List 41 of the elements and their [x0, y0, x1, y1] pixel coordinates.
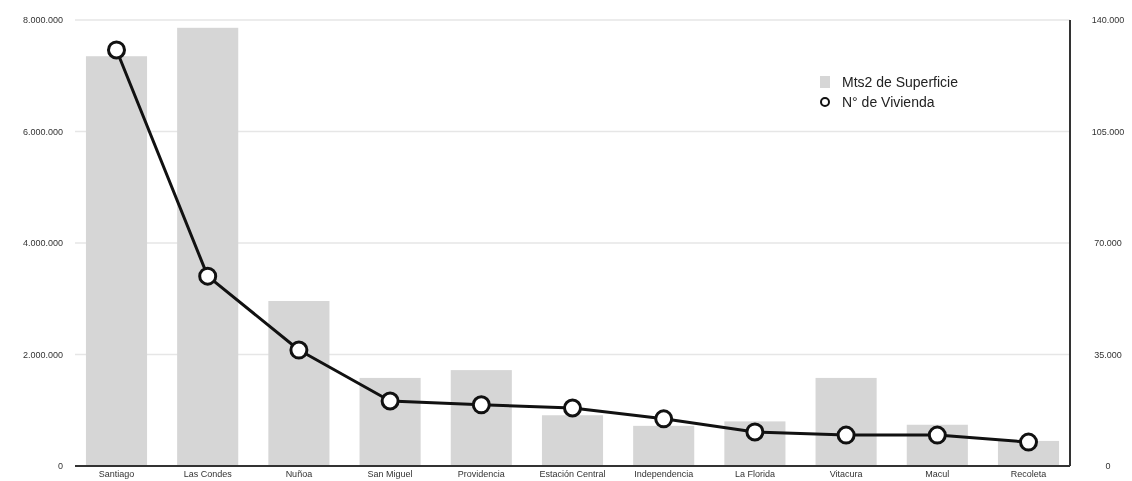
y2-tick-label: 140.000	[1091, 15, 1125, 26]
x-tick-label: Providencia	[457, 469, 505, 479]
y-tick-label: 0	[57, 461, 63, 472]
legend-label: N° de Vivienda	[842, 93, 935, 110]
bar	[85, 56, 148, 466]
point	[745, 422, 765, 442]
x-tick-label: Macul	[925, 469, 950, 479]
x-tick-label: Recoleta	[1010, 469, 1047, 479]
bar	[815, 377, 877, 466]
y-tick-label: 2.000.000	[22, 349, 63, 360]
point	[471, 395, 491, 415]
point	[836, 425, 856, 445]
bar	[541, 415, 604, 466]
legend-label: Mts2 de Superficie	[842, 73, 959, 90]
y-tick-label: 8.000.000	[22, 15, 63, 26]
point	[380, 391, 400, 411]
y2-tick-label: 70.000	[1094, 238, 1122, 249]
bar	[450, 370, 512, 466]
point	[289, 340, 309, 360]
y-tick-label: 4.000.000	[22, 238, 63, 249]
x-tick-label: Independencia	[634, 469, 694, 479]
y-tick-label: 6.000.000	[22, 126, 63, 137]
bar	[359, 377, 421, 466]
y2-tick-label: 0	[1105, 461, 1111, 472]
x-tick-label: Las Condes	[183, 469, 233, 479]
bar	[268, 300, 330, 466]
point	[198, 266, 218, 286]
y2-tick-label: 105.000	[1091, 126, 1125, 137]
point	[654, 409, 674, 429]
point	[1019, 432, 1038, 452]
point	[563, 398, 582, 418]
x-tick-label: Nuñoa	[285, 469, 313, 479]
y2-tick-label: 35.000	[1094, 349, 1122, 360]
x-tick-label: Santiago	[98, 469, 135, 479]
x-tick-label: San Miguel	[367, 469, 413, 479]
point	[107, 40, 126, 60]
x-tick-label: Vitacura	[829, 469, 863, 479]
x-tick-label: La Florida	[734, 469, 775, 479]
bar	[633, 425, 695, 466]
bar	[177, 27, 239, 466]
x-tick-label: Estación Central	[539, 469, 606, 479]
